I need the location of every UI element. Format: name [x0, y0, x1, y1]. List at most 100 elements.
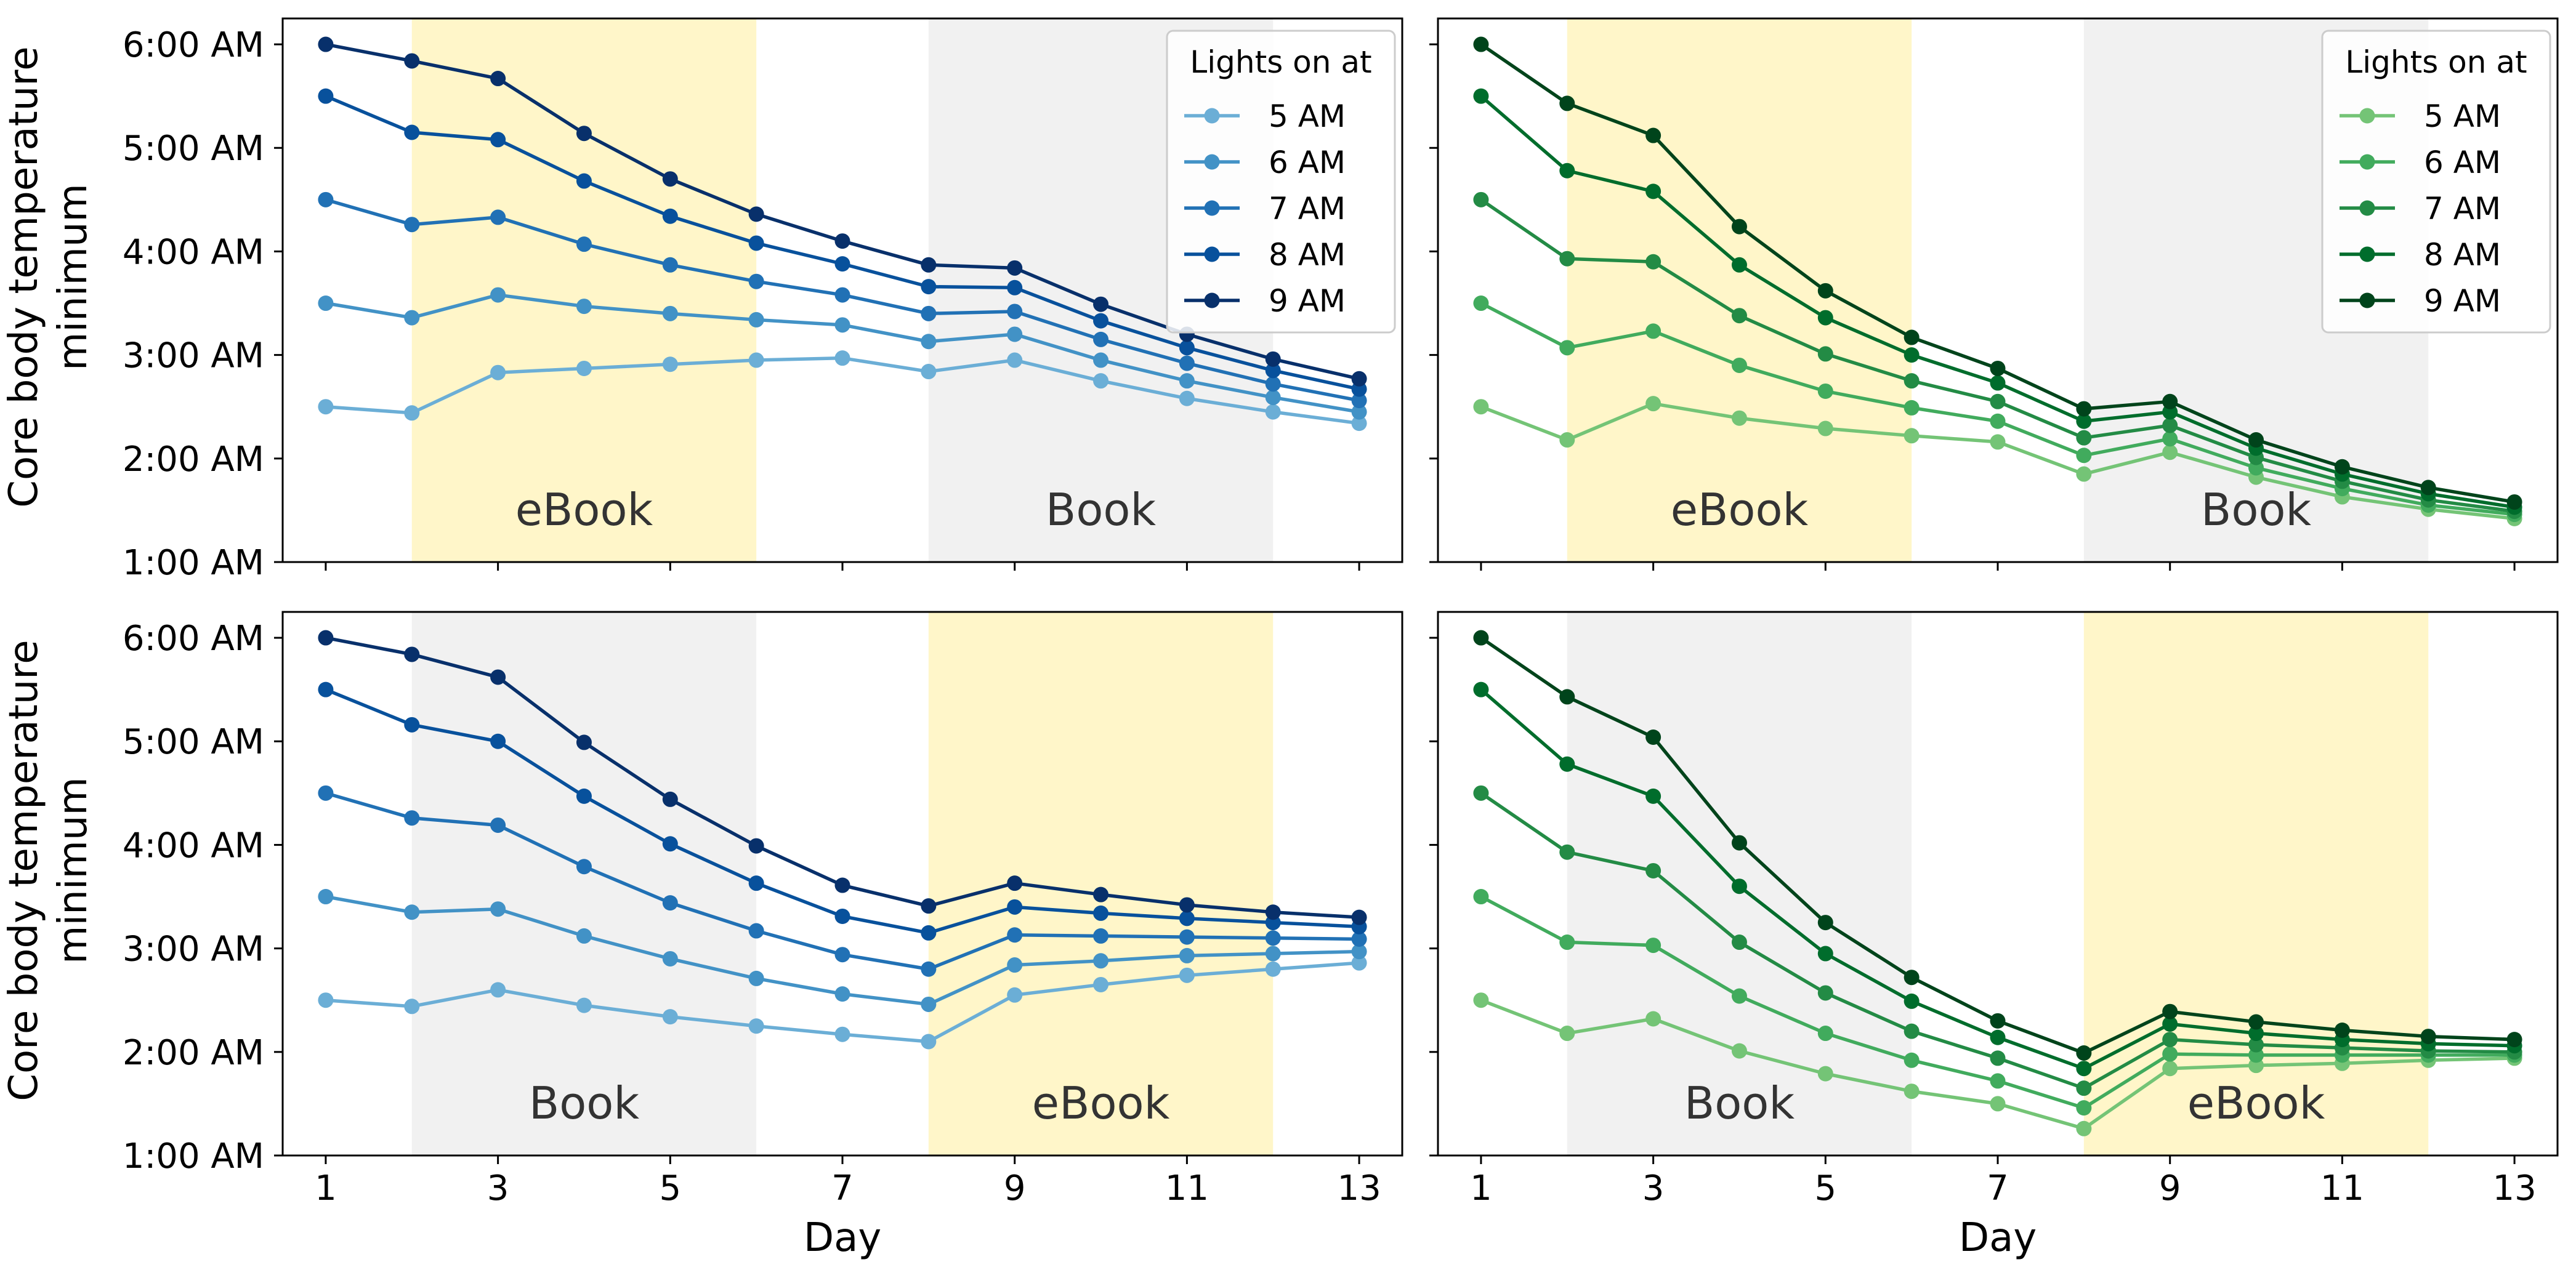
- data-point: [2162, 1046, 2178, 1062]
- data-point: [834, 287, 850, 303]
- data-point: [1559, 340, 1575, 356]
- data-point: [2420, 1029, 2436, 1045]
- data-point: [1904, 428, 1920, 444]
- data-point: [662, 171, 678, 187]
- data-point: [1351, 416, 1367, 432]
- data-point: [1265, 946, 1281, 962]
- data-point: [1731, 988, 1747, 1004]
- y-tick-label: 1:00 AM: [123, 1136, 264, 1176]
- data-point: [490, 287, 506, 303]
- shaded-region-label: eBook: [515, 484, 653, 536]
- data-point: [1817, 946, 1833, 962]
- data-point: [576, 997, 592, 1013]
- data-point: [921, 961, 937, 977]
- data-point: [1179, 910, 1195, 926]
- data-point: [1473, 681, 1489, 697]
- data-point: [1904, 347, 1920, 363]
- legend-entry-label: 5 AM: [2424, 98, 2501, 134]
- data-point: [576, 299, 592, 315]
- x-tick-label: 9: [1004, 1168, 1026, 1208]
- data-point: [1559, 934, 1575, 950]
- data-point: [2420, 480, 2436, 496]
- data-point: [1904, 1083, 1920, 1099]
- data-point: [2076, 430, 2092, 446]
- legend-title: Lights on at: [1190, 44, 1371, 80]
- data-point: [2248, 432, 2264, 448]
- x-tick-label: 1: [315, 1168, 337, 1208]
- x-tick-label: 7: [1987, 1168, 2009, 1208]
- data-point: [1731, 219, 1747, 235]
- data-point: [1351, 393, 1367, 409]
- x-tick-label: 3: [487, 1168, 509, 1208]
- y-axis-label-top-line1: Core body temperature: [1, 46, 47, 507]
- legend-entry-label: 6 AM: [1269, 145, 1346, 180]
- data-point: [748, 206, 764, 222]
- data-point: [2076, 413, 2092, 429]
- x-tick-label: 5: [1814, 1168, 1836, 1208]
- data-point: [1093, 296, 1109, 312]
- data-point: [1179, 929, 1195, 945]
- data-point: [834, 350, 850, 366]
- y-tick-label: 3:00 AM: [123, 336, 264, 376]
- data-point: [1351, 371, 1367, 387]
- data-point: [2162, 1061, 2178, 1077]
- y-axis-label-top-line2: minimum: [50, 183, 96, 371]
- data-point: [1007, 260, 1023, 276]
- legend-entry-label: 7 AM: [1269, 191, 1346, 227]
- legend-swatch-marker: [1204, 108, 1220, 124]
- data-point: [576, 928, 592, 944]
- shaded-region-label: Book: [529, 1077, 639, 1129]
- data-point: [748, 273, 764, 289]
- data-point: [1645, 127, 1661, 143]
- legend-entry-label: 6 AM: [2424, 145, 2501, 180]
- data-point: [490, 669, 506, 685]
- x-tick-label: 5: [659, 1168, 681, 1208]
- data-point: [1990, 1013, 2006, 1029]
- data-point: [662, 950, 678, 967]
- data-point: [1904, 400, 1920, 416]
- shaded-region-label: eBook: [2187, 1077, 2325, 1129]
- data-point: [834, 986, 850, 1002]
- data-point: [1559, 251, 1575, 267]
- data-point: [1645, 323, 1661, 339]
- x-tick-label: 13: [1337, 1168, 1381, 1208]
- data-point: [1265, 351, 1281, 367]
- data-point: [748, 311, 764, 328]
- data-point: [1904, 1052, 1920, 1068]
- data-point: [576, 173, 592, 189]
- data-point: [1007, 279, 1023, 295]
- data-point: [1093, 928, 1109, 944]
- data-point: [2334, 1022, 2350, 1038]
- data-point: [834, 947, 850, 963]
- data-point: [1265, 363, 1281, 379]
- data-point: [2248, 1014, 2264, 1030]
- data-point: [748, 970, 764, 986]
- data-point: [1473, 399, 1489, 415]
- data-point: [2076, 466, 2092, 482]
- data-point: [1559, 844, 1575, 860]
- y-tick-label: 5:00 AM: [123, 129, 264, 169]
- data-point: [1645, 729, 1661, 746]
- data-point: [662, 257, 678, 273]
- data-point: [921, 925, 937, 941]
- data-point: [1645, 938, 1661, 954]
- data-point: [1351, 955, 1367, 971]
- data-point: [404, 310, 420, 326]
- data-point: [1093, 373, 1109, 389]
- data-point: [576, 236, 592, 252]
- data-point: [1990, 1050, 2006, 1066]
- data-point: [404, 904, 420, 920]
- data-point: [2162, 1016, 2178, 1032]
- legend-swatch-marker: [1204, 200, 1220, 216]
- data-point: [1817, 310, 1833, 326]
- data-point: [1179, 373, 1195, 389]
- data-point: [404, 217, 420, 233]
- data-point: [1093, 905, 1109, 921]
- data-point: [1007, 303, 1023, 320]
- data-point: [921, 1034, 937, 1050]
- y-tick-label: 2:00 AM: [123, 440, 264, 480]
- data-point: [1473, 992, 1489, 1008]
- data-point: [404, 999, 420, 1015]
- legend-entry-label: 7 AM: [2424, 191, 2501, 227]
- data-point: [834, 877, 850, 893]
